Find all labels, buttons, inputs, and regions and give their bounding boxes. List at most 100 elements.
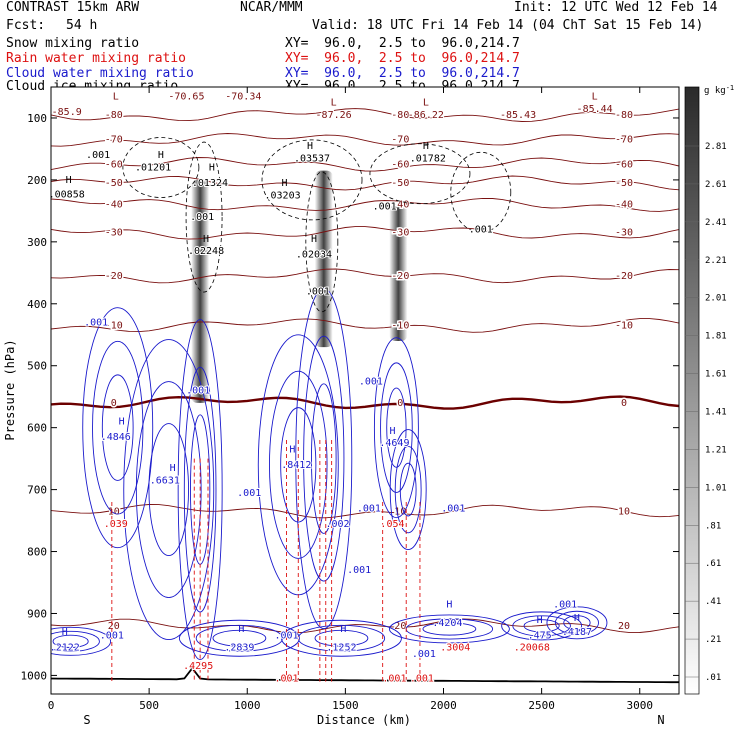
temperature-contour — [51, 618, 679, 634]
x-tick-label: 2000 — [430, 699, 457, 712]
cloud-ice-label: .001 — [306, 286, 330, 297]
cloud-water-contour — [563, 615, 591, 631]
cloud-ice-layer — [122, 137, 512, 313]
temperature-contour-label: 20 — [618, 621, 630, 632]
high-marker: H — [238, 624, 244, 635]
cloud-water-contour — [314, 629, 369, 647]
snow-column — [389, 204, 408, 341]
cloud-water-contour — [501, 611, 583, 641]
cloud-water-contour — [148, 423, 189, 557]
cloud-water-label: .4204 — [432, 618, 462, 629]
rain-label: .054 — [380, 519, 404, 530]
temperature-contour — [51, 197, 679, 212]
high-marker: H — [170, 463, 176, 474]
colorbar-label: 2.01 — [705, 294, 727, 304]
cloud-ice-label: .03203 — [265, 190, 301, 201]
cloud-water-contour — [380, 362, 413, 493]
cloud-ice-contour — [305, 171, 339, 313]
cloud-ice-contour — [122, 137, 200, 198]
colorbar-label: 1.81 — [705, 332, 727, 342]
high-marker: H — [66, 175, 72, 186]
temperature-contour-label: -50 — [105, 178, 123, 189]
temperature-contour-label: -30 — [391, 228, 409, 239]
cloud-water-label: .001 — [553, 599, 577, 610]
high-marker: H — [389, 426, 395, 437]
colorbar-label: 2.21 — [705, 256, 727, 266]
cloud-ice-contour — [185, 141, 223, 293]
cloud-water-contour — [51, 626, 112, 656]
legend-cloudwater-xy: XY= 96.0, 2.5 to 96.0,214.7 — [285, 66, 520, 81]
cloud-water-label: .001 — [100, 630, 124, 641]
org-label: NCAR/MMM — [240, 0, 303, 15]
legend-cloudwater-name: Cloud water mixing ratio — [6, 66, 194, 81]
cloud-ice-label: .02248 — [188, 246, 224, 257]
high-marker: H — [307, 141, 313, 152]
high-marker: H — [311, 234, 317, 245]
legend-snow-xy: XY= 96.0, 2.5 to 96.0,214.7 — [285, 36, 520, 51]
x-tick-label: 2500 — [528, 699, 555, 712]
high-marker: H — [574, 613, 580, 624]
colorbar-label: 1.01 — [705, 483, 727, 493]
cloud-water-contour — [295, 288, 353, 630]
cloud-water-contour — [388, 614, 510, 644]
cloud-water-contour — [123, 339, 215, 641]
colorbar-label: .01 — [705, 673, 721, 683]
left-end-label: S — [83, 713, 90, 727]
temperature-contour-label: -70 — [391, 135, 409, 146]
x-tick-label: 1500 — [332, 699, 359, 712]
temperature-contour — [51, 504, 679, 519]
high-marker: H — [340, 624, 346, 635]
temperature-contour-label: -80 — [391, 110, 409, 121]
fcst-value: 54 h — [66, 18, 98, 33]
temperature-contour — [51, 157, 679, 172]
cloud-water-contour — [311, 383, 337, 534]
x-tick-label: 1000 — [234, 699, 261, 712]
cloud-water-label: .4187 — [562, 627, 592, 638]
upper-level-label: -86.22 — [408, 110, 444, 121]
temperature-contour-label: -10 — [615, 320, 633, 331]
cloud-water-label: .1252 — [326, 643, 356, 654]
legend-snow-name: Snow mixing ratio — [6, 36, 140, 51]
temperature-contour-label: -40 — [615, 200, 633, 211]
upper-level-label: L — [592, 91, 598, 102]
cloud-water-label: .002 — [325, 519, 349, 530]
high-marker: H — [537, 615, 543, 626]
high-marker: H — [119, 417, 125, 428]
cloud-water-contour — [394, 445, 422, 534]
y-tick-label: 600 — [27, 422, 47, 435]
cloud-water-label: .8412 — [281, 460, 311, 471]
cloud-ice-label: .01782 — [410, 153, 446, 164]
cloud-water-contour — [177, 319, 223, 661]
valid-time: Valid: 18 UTC Fri 14 Feb 14 (04 ChT Sat … — [312, 18, 704, 33]
cloud-ice-label: .00858 — [49, 189, 85, 200]
cloud-water-contour — [554, 610, 600, 635]
cloud-water-label: .475 — [528, 630, 552, 641]
cloud-water-contour — [178, 619, 300, 657]
colorbar-unit-exp: -1 — [726, 84, 734, 92]
cloud-water-contour — [183, 366, 217, 613]
cloud-water-label: .2122 — [50, 643, 80, 654]
upper-level-label: -70.65 — [168, 91, 204, 102]
cloud-water-label: .6631 — [150, 475, 180, 486]
snow-column — [191, 179, 210, 403]
cloud-water-contour — [135, 381, 202, 599]
cloud-ice-label: .001 — [86, 150, 110, 161]
cloud-water-contour — [512, 615, 571, 637]
cloud-water-label: .001 — [412, 649, 436, 660]
colorbar-label: 2.41 — [705, 218, 727, 228]
cloud-water-contour — [303, 335, 345, 582]
temperature-contour-label: -30 — [615, 228, 633, 239]
temperature-contour — [51, 395, 679, 410]
x-axis-label: Distance (km) — [317, 713, 411, 727]
high-marker: H — [203, 234, 209, 245]
temperature-contour-label: -20 — [391, 271, 409, 282]
cloud-water-label: .001 — [186, 386, 210, 397]
cloud-water-contour — [280, 407, 317, 523]
temperature-contour-label: -20 — [105, 271, 123, 282]
y-tick-label: 300 — [27, 236, 47, 249]
temperature-contour — [51, 226, 679, 240]
temperature-contour-label: 10 — [618, 506, 630, 517]
high-marker: H — [62, 627, 68, 638]
cloud-ice-label: .01324 — [192, 178, 228, 189]
